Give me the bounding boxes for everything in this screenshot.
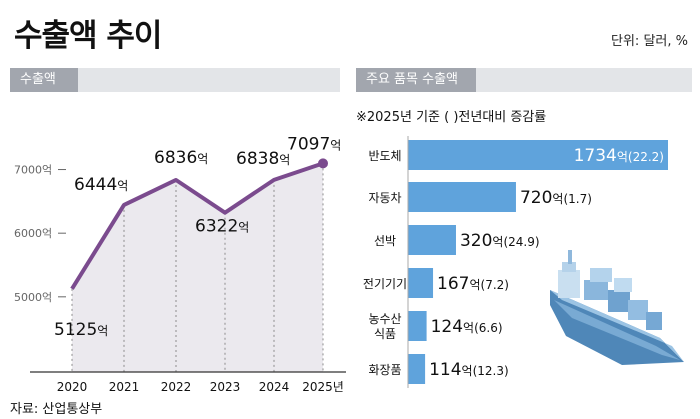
bar <box>408 268 434 298</box>
bar-value-label: 167억(7.2) <box>437 274 509 294</box>
x-tick-label: 2023 <box>210 380 241 394</box>
data-label: 6838억 <box>236 149 290 169</box>
page-title: 수출액 추이 <box>14 18 162 54</box>
bar <box>408 182 516 212</box>
chart-note: ※2025년 기준 ( )전년대비 증감률 <box>356 110 547 125</box>
bar-chart-tab: 주요 품목 수출액 <box>356 68 476 92</box>
bar <box>408 311 427 341</box>
bar-value-label: 720억(1.7) <box>520 188 592 208</box>
source-label: 자료: 산업통상부 <box>10 402 103 417</box>
line-end-point <box>318 158 328 169</box>
category-label: 화장품 <box>368 363 401 377</box>
data-label: 6444억 <box>74 175 128 195</box>
data-label: 7097억 <box>287 134 341 154</box>
x-tick-label: 2022 <box>161 380 192 394</box>
y-tick-label: 5000억 <box>14 291 52 304</box>
data-label: 6836억 <box>154 148 208 168</box>
data-label: 5125억 <box>54 320 108 340</box>
data-label: 6322억 <box>195 217 249 237</box>
x-tick-label: 2020 <box>57 380 88 394</box>
y-tick-label: 6000억 <box>14 227 52 240</box>
bar-value-label: 1734억(22.2) <box>574 146 664 166</box>
category-label: 농수산 <box>368 312 401 326</box>
line-area <box>72 163 323 372</box>
y-tick-label: 7000억 <box>14 164 52 177</box>
bar <box>408 140 668 170</box>
category-label: 자동차 <box>368 191 401 205</box>
bar-value-label: 124억(6.6) <box>431 317 503 337</box>
cargo-ship-icon-blue <box>550 250 684 365</box>
bar <box>408 354 426 384</box>
category-label: 전기기기 <box>363 277 407 291</box>
bar <box>408 225 456 255</box>
x-tick-label: 2024 <box>259 380 290 394</box>
unit-label: 단위: 달러, % <box>611 34 688 49</box>
x-tick-label: 2025년 <box>302 380 344 394</box>
bar-value-label: 114억(12.3) <box>429 360 509 380</box>
bar-value-label: 320억(24.9) <box>460 231 540 251</box>
category-label: 선박 <box>374 234 396 248</box>
line-chart-tab: 수출액 <box>10 68 78 92</box>
category-label: 식품 <box>374 327 396 341</box>
line-series <box>70 161 324 290</box>
x-tick-label: 2021 <box>109 380 140 394</box>
category-label: 반도체 <box>368 149 401 163</box>
